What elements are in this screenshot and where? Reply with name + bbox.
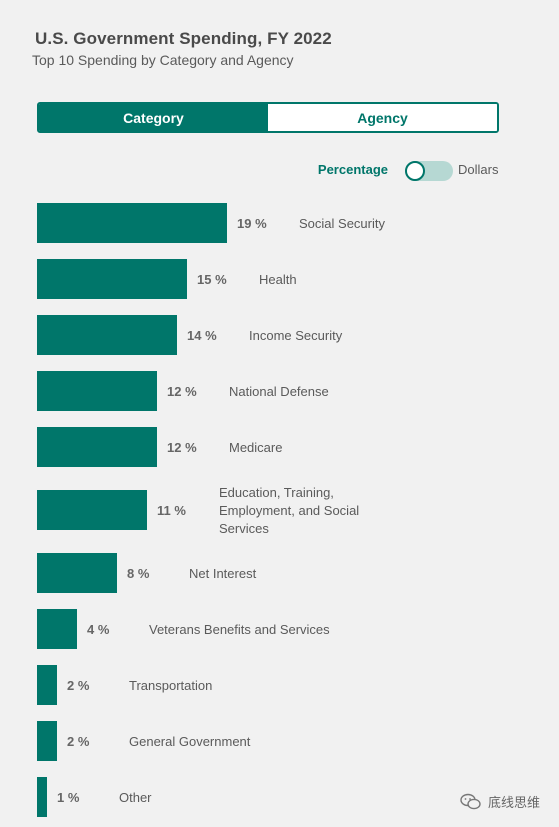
bar[interactable]: [37, 777, 47, 817]
view-segmented-control: Category Agency: [37, 102, 499, 133]
bar[interactable]: [37, 371, 157, 411]
bar-value-label: 14 %: [187, 328, 217, 343]
bar-value-label: 2 %: [67, 678, 90, 693]
category-label: Medicare: [229, 440, 282, 455]
category-label: Veterans Benefits and Services: [149, 622, 330, 637]
category-label-line: Veterans Benefits and Services: [149, 622, 330, 637]
bar-value-label: 12 %: [167, 440, 197, 455]
category-label-line: Education, Training,: [219, 485, 334, 500]
category-label-line: Employment, and Social: [219, 503, 359, 518]
category-label-line: National Defense: [229, 384, 329, 399]
bar[interactable]: [37, 665, 57, 705]
category-label-line: General Government: [129, 734, 251, 749]
category-label: Transportation: [129, 678, 212, 693]
tab-category[interactable]: Category: [39, 104, 268, 131]
bar[interactable]: [37, 203, 227, 243]
wechat-icon: [460, 793, 481, 809]
category-label: General Government: [129, 734, 251, 749]
category-label-line: Income Security: [249, 328, 343, 343]
bar-value-label: 11 %: [157, 503, 186, 518]
category-label-line: Net Interest: [189, 566, 257, 581]
bar[interactable]: [37, 721, 57, 761]
unit-toggle-row: Percentage Dollars: [0, 159, 559, 183]
category-label: Income Security: [249, 328, 343, 343]
unit-toggle-switch[interactable]: [405, 161, 453, 181]
chart-title: U.S. Government Spending, FY 2022: [35, 29, 332, 48]
category-label: Health: [259, 272, 297, 287]
bar[interactable]: [37, 609, 77, 649]
category-label: National Defense: [229, 384, 329, 399]
bar-value-label: 8 %: [127, 566, 150, 581]
category-label-line: Other: [119, 790, 152, 805]
watermark: 底线思维: [460, 792, 540, 811]
bar-value-label: 4 %: [87, 622, 110, 637]
watermark-text: 底线思维: [488, 795, 541, 810]
category-label-line: Transportation: [129, 678, 212, 693]
bar-value-label: 1 %: [57, 790, 80, 805]
category-label: Education, Training, Employment, and Soci…: [219, 485, 359, 536]
bar[interactable]: [37, 259, 187, 299]
bar[interactable]: [37, 553, 117, 593]
bar[interactable]: [37, 427, 157, 467]
category-label-line: Medicare: [229, 440, 282, 455]
bar[interactable]: [37, 490, 147, 530]
bar[interactable]: [37, 315, 177, 355]
toggle-label-dollars[interactable]: Dollars: [458, 162, 499, 177]
category-label: Social Security: [299, 216, 385, 231]
bar-value-label: 2 %: [67, 734, 90, 749]
toggle-label-percentage[interactable]: Percentage: [317, 162, 388, 177]
bar-value-label: 15 %: [197, 272, 227, 287]
category-label-line: Social Security: [299, 216, 385, 231]
tab-agency[interactable]: Agency: [268, 104, 497, 131]
bar-value-label: 19 %: [237, 216, 267, 231]
category-label-line: Health: [259, 272, 297, 287]
category-label: Net Interest: [189, 566, 257, 581]
category-label: Other: [119, 790, 152, 805]
bar-value-label: 12 %: [167, 384, 197, 399]
toggle-knob[interactable]: [405, 161, 425, 181]
chart-subtitle: Top 10 Spending by Category and Agency: [32, 52, 294, 68]
category-label-line: Services: [219, 521, 269, 536]
